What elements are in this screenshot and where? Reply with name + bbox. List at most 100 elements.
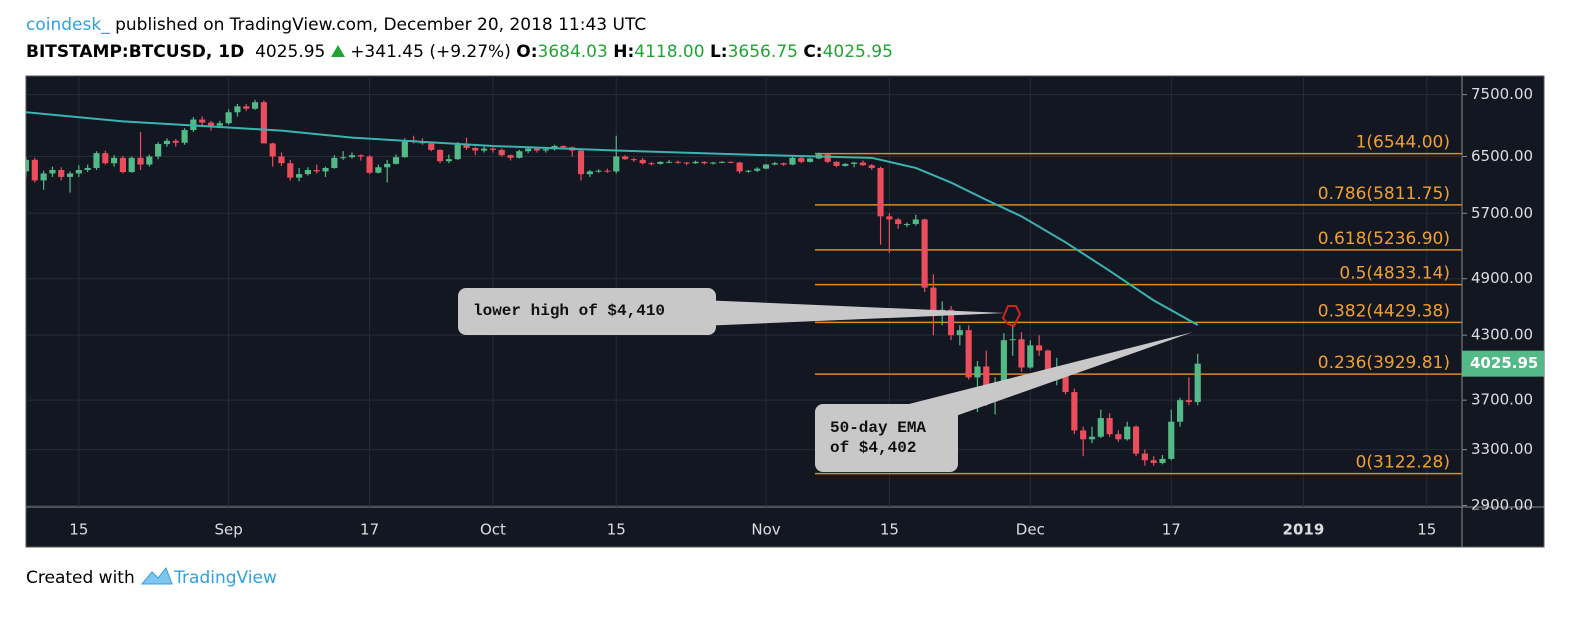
candle-body <box>762 164 770 169</box>
candle-body <box>727 161 734 163</box>
candle-body <box>789 157 796 165</box>
candle-body <box>912 219 919 225</box>
x-tick-label: 17 <box>1162 521 1181 539</box>
candle-body <box>401 140 408 158</box>
candle-body <box>384 163 391 168</box>
candle-body <box>983 366 990 389</box>
candle-body <box>340 157 347 159</box>
x-tick-label: Dec <box>1016 521 1045 539</box>
x-tick-label: 17 <box>360 521 379 539</box>
candle-body <box>1124 426 1131 440</box>
candle-body <box>806 158 814 162</box>
x-tick-label: Sep <box>214 521 242 539</box>
candle-body <box>930 287 937 316</box>
fib-label: 0.786(5811.75) <box>1318 184 1450 204</box>
candle-body <box>260 102 267 144</box>
candle-body <box>859 162 867 166</box>
candle-body <box>868 165 875 168</box>
candle-body <box>1097 418 1104 437</box>
candle-body <box>516 151 523 158</box>
tv-logo <box>141 567 173 585</box>
x-tick-label: 15 <box>607 521 626 539</box>
candle-body <box>75 170 82 174</box>
ohlc-label: C: <box>803 42 823 62</box>
candle-body <box>1088 436 1096 440</box>
candle-body <box>322 167 329 172</box>
candle-body <box>1062 371 1069 393</box>
candle-body <box>736 162 743 172</box>
candle-body <box>489 148 497 150</box>
candle-body <box>155 144 162 157</box>
x-tick-label: 2019 <box>1283 521 1325 539</box>
candle-body <box>243 106 250 109</box>
candle-body <box>648 163 655 165</box>
price-tag <box>1462 350 1544 377</box>
ohlc-label: H: <box>613 42 635 62</box>
candle-body <box>851 162 858 164</box>
candle-body <box>525 148 532 152</box>
brand[interactable]: TradingView <box>174 568 277 588</box>
candle-body <box>1168 421 1175 459</box>
candle-body <box>216 123 223 126</box>
candle-body <box>146 156 153 165</box>
candle-body <box>921 219 928 288</box>
candle-body <box>111 157 118 164</box>
y-tick-label: 3300.00 <box>1471 440 1533 458</box>
ohlc-label: O: <box>516 42 538 62</box>
candle-body <box>718 161 726 163</box>
footer: Created with TradingView <box>26 566 277 588</box>
candle-body <box>128 157 135 173</box>
candle-body <box>102 153 109 164</box>
x-tick-label: 15 <box>880 521 899 539</box>
candle-body <box>745 170 752 172</box>
y-tick-label: 4300.00 <box>1471 326 1533 344</box>
candle-body <box>1194 363 1201 403</box>
candle-body <box>577 150 585 175</box>
symbol-line: BITSTAMP:BTCUSD, 1D 4025.95 +341.45 (+9.… <box>26 42 893 62</box>
candle-body <box>1115 434 1122 440</box>
ohlc: O:3684.03 H:4118.00 L:3656.75 C:4025.95 <box>516 42 893 62</box>
fib-label: 1(6544.00) <box>1356 133 1450 153</box>
x-tick-label: 15 <box>1417 521 1436 539</box>
symbol: BITSTAMP:BTCUSD, 1D <box>26 42 245 62</box>
candle-body <box>498 149 505 156</box>
candle-body <box>137 157 144 165</box>
candle-body <box>833 161 840 166</box>
fib-label: 0.618(5236.90) <box>1318 229 1450 249</box>
x-tick-label: 15 <box>69 521 88 539</box>
candle-body <box>366 156 373 173</box>
candle-body <box>1141 453 1148 461</box>
candle-body <box>824 154 831 162</box>
candle-body <box>1185 400 1192 403</box>
fib-label: 0.236(3929.81) <box>1318 353 1450 373</box>
candle-body <box>199 119 206 123</box>
callout-text: lower high of $4,410 <box>473 302 665 320</box>
candle-body <box>348 155 356 158</box>
candle-body <box>26 159 30 172</box>
candle-body <box>877 167 884 217</box>
candle-body <box>947 309 955 336</box>
candle-body <box>1036 345 1043 351</box>
ohlc-value: 3684.03 <box>537 42 608 62</box>
candle-body <box>903 224 911 226</box>
candle-body <box>1000 340 1007 383</box>
callout-pointer <box>905 332 1193 418</box>
candle-body <box>1159 458 1166 463</box>
candle-body <box>710 162 717 164</box>
candle-body <box>119 157 126 173</box>
fib-label: 0(3122.28) <box>1356 453 1450 473</box>
y-tick-label: 6500.00 <box>1471 147 1533 165</box>
candle-body <box>278 156 285 164</box>
marker <box>1001 305 1022 328</box>
candle-body <box>436 149 444 162</box>
candle-body <box>1132 426 1140 454</box>
created-with: Created with <box>26 568 135 588</box>
candle-body <box>331 157 338 168</box>
candle-body <box>595 170 602 172</box>
candle-body <box>771 163 778 165</box>
y-tick-label: 5700.00 <box>1471 204 1533 222</box>
callout-text: 50-day EMA <box>830 419 926 437</box>
candle-body <box>225 112 232 124</box>
author[interactable]: coindesk_ <box>26 15 110 35</box>
candle-body <box>375 167 382 173</box>
